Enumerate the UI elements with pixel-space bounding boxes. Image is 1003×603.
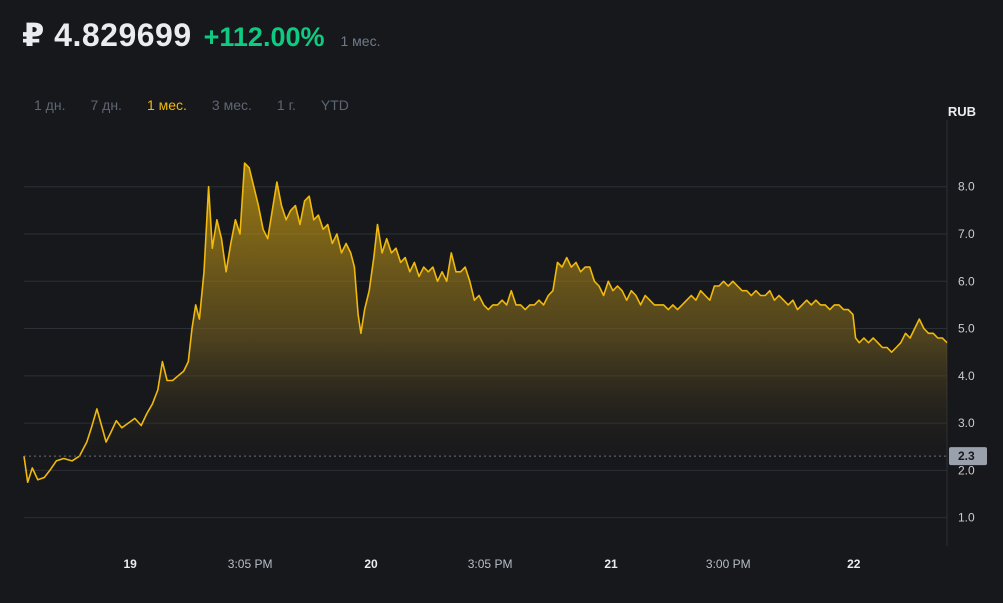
- price-area-fill: [24, 163, 947, 483]
- range-1m[interactable]: 1 мес.: [146, 97, 187, 113]
- currency-unit: RUB: [947, 104, 976, 119]
- range-ytd[interactable]: YTD: [320, 97, 349, 113]
- range-1y[interactable]: 1 г.: [276, 97, 296, 113]
- y-tick-label: 1.0: [958, 511, 975, 525]
- x-tick-label: 3:00 PM: [706, 557, 751, 571]
- x-tick-label: 19: [123, 557, 137, 571]
- x-tick-label: 3:05 PM: [228, 557, 273, 571]
- price-change: +112.00%: [203, 22, 325, 52]
- current-price: ₽ 4.829699: [22, 17, 192, 53]
- price-line: [23, 162, 948, 483]
- y-tick-label: 7.0: [958, 227, 975, 241]
- x-tick-label: 22: [847, 557, 861, 571]
- y-tick-label: 8.0: [958, 180, 975, 194]
- range-7d[interactable]: 7 дн.: [90, 97, 122, 113]
- x-tick-label: 20: [364, 557, 378, 571]
- range-1d[interactable]: 1 дн.: [34, 97, 66, 113]
- time-range-tabs: 1 дн. 7 дн. 1 мес. 3 мес. 1 г. YTD: [34, 97, 374, 113]
- reference-badge: [949, 447, 987, 466]
- x-tick-label: 21: [604, 557, 618, 571]
- price-header: ₽ 4.829699 +112.00% 1 мес.: [22, 16, 380, 60]
- reference-badge-label: 2.3: [958, 449, 975, 463]
- range-3m[interactable]: 3 мес.: [211, 97, 252, 113]
- y-tick-label: 2.0: [958, 463, 975, 477]
- y-tick-label: 3.0: [958, 416, 975, 430]
- y-tick-label: 6.0: [958, 274, 975, 288]
- change-period: 1 мес.: [340, 33, 381, 49]
- y-tick-label: 4.0: [958, 369, 975, 383]
- x-tick-label: 3:05 PM: [468, 557, 513, 571]
- y-tick-label: 5.0: [958, 322, 975, 336]
